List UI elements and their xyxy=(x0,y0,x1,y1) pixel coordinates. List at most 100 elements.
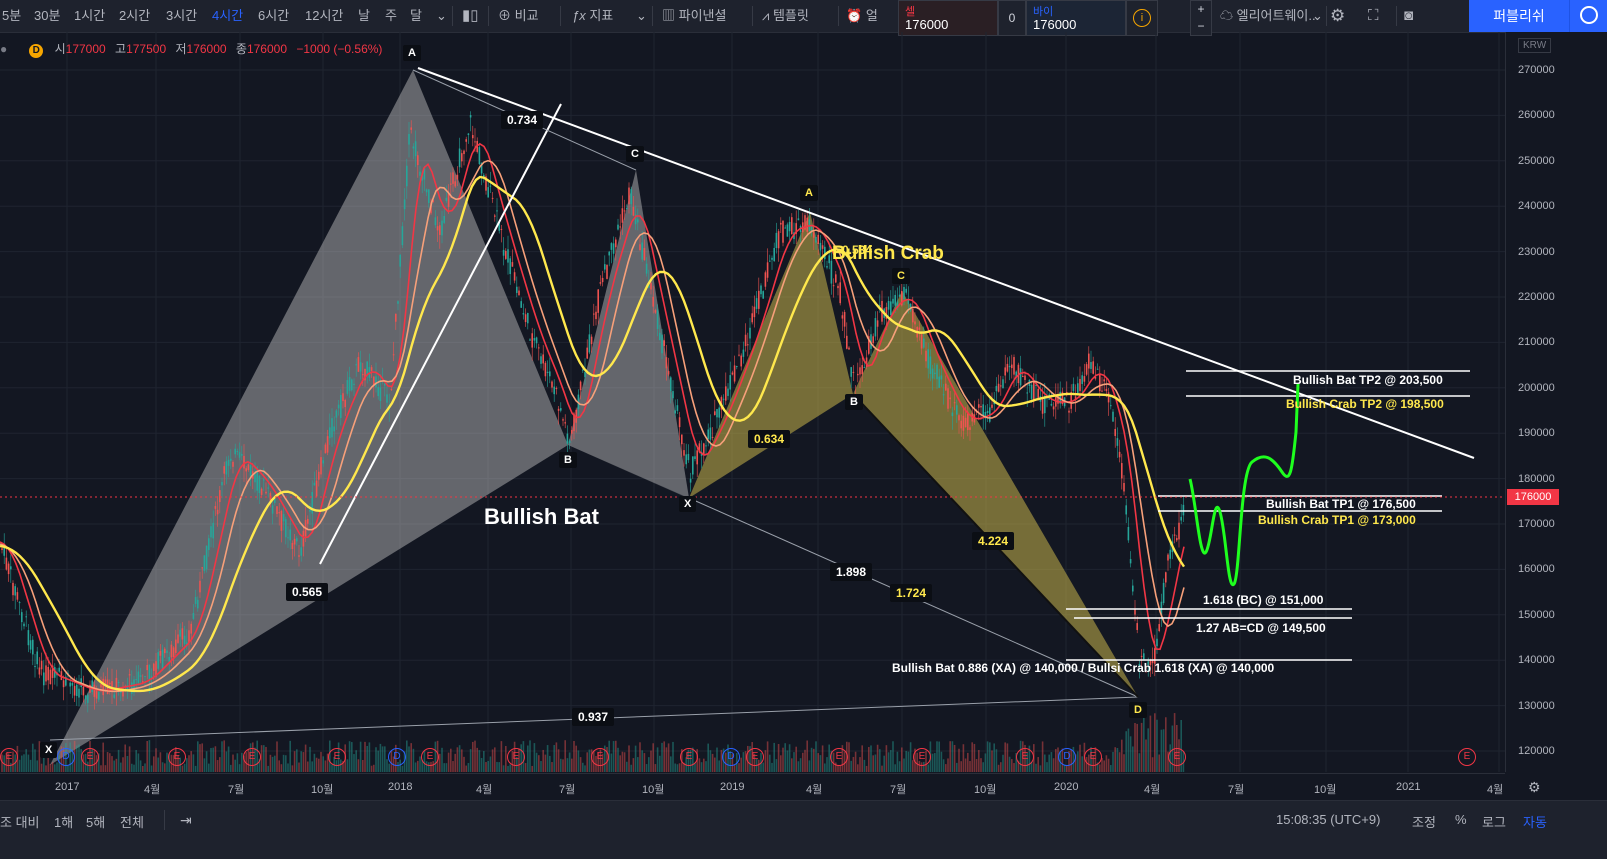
dividend-event-marker[interactable]: D xyxy=(1058,748,1076,766)
range-1y[interactable]: 1해 xyxy=(54,815,74,830)
buy-box[interactable]: 바이 176000 xyxy=(1026,0,1126,36)
publish-button[interactable]: 퍼블리쉬 xyxy=(1469,0,1569,32)
settings-gear-icon[interactable]: ⚙ xyxy=(1330,6,1346,25)
camera-icon[interactable]: ◙ xyxy=(1404,7,1414,24)
info-button[interactable]: i xyxy=(1126,0,1158,36)
range-5y[interactable]: 5해 xyxy=(86,815,106,830)
candle-body xyxy=(29,640,32,650)
earnings-event-marker[interactable]: E xyxy=(243,748,261,766)
earnings-event-marker[interactable]: E xyxy=(1458,748,1476,766)
bar-chart-icon: ▥ xyxy=(662,8,679,23)
bullish-crab-title: Bullish Crab xyxy=(832,243,944,264)
goto-date-icon[interactable]: ⇥ xyxy=(180,812,192,828)
volume-bar xyxy=(575,745,577,772)
candle-body xyxy=(1145,667,1147,669)
auto-button[interactable]: 자동 xyxy=(1523,815,1547,830)
time-axis[interactable] xyxy=(0,773,1505,798)
volume-bar xyxy=(577,750,580,772)
interval-3h[interactable]: 3시간 xyxy=(166,8,198,23)
replay-button[interactable] xyxy=(1569,0,1607,32)
earnings-event-marker[interactable]: E xyxy=(1084,748,1102,766)
ratio-0937: 0.937 xyxy=(572,708,615,726)
volume-bar xyxy=(483,751,485,772)
volume-bar xyxy=(113,760,115,772)
templates-button[interactable]: ⩘ 템플릿 xyxy=(762,8,809,23)
interval-30m[interactable]: 30분 xyxy=(34,8,61,23)
interval-dropdown-chevron-icon[interactable]: ⌄ xyxy=(436,8,447,23)
candle-body xyxy=(670,377,672,391)
layout-chevron-icon[interactable]: ⌄ xyxy=(1312,8,1323,23)
earnings-event-marker[interactable]: E xyxy=(507,748,525,766)
candle-body xyxy=(659,332,661,341)
dividend-event-marker[interactable]: D xyxy=(57,748,75,766)
currency-badge[interactable]: KRW xyxy=(1518,38,1552,53)
earnings-event-marker[interactable]: E xyxy=(0,748,18,766)
candle-body xyxy=(817,234,819,245)
candle-body xyxy=(549,371,551,377)
candle-style-icon[interactable]: ▮▯ xyxy=(462,7,479,24)
earnings-event-marker[interactable]: E xyxy=(830,748,848,766)
candle-body xyxy=(84,695,87,700)
volume-bar xyxy=(1085,757,1088,772)
price-tick-label: 260000 xyxy=(1518,109,1555,122)
dividend-event-marker[interactable]: D xyxy=(388,748,406,766)
dividend-event-marker[interactable]: D xyxy=(722,748,740,766)
candle-body xyxy=(557,408,560,411)
interval-4h[interactable]: 4시간 xyxy=(212,8,244,23)
candle-body xyxy=(839,282,841,304)
minus-icon[interactable]: − xyxy=(1197,19,1205,33)
candle-body xyxy=(1169,549,1171,559)
range-compare[interactable]: 조 대비 xyxy=(0,815,40,830)
volume-bar xyxy=(942,759,945,772)
fullscreen-icon[interactable]: ⛶ xyxy=(1368,7,1379,24)
earnings-event-marker[interactable]: E xyxy=(328,748,346,766)
indicators-button[interactable]: ƒx 지표 xyxy=(572,8,614,23)
interval-month[interactable]: 달 xyxy=(410,8,422,23)
volume-bar xyxy=(766,741,769,772)
earnings-event-marker[interactable]: E xyxy=(421,748,439,766)
earnings-event-marker[interactable]: E xyxy=(81,748,99,766)
plus-icon[interactable]: + xyxy=(1197,2,1205,16)
earnings-event-marker[interactable]: E xyxy=(746,748,764,766)
volume-bar xyxy=(214,746,217,772)
layout-name-button[interactable]: ☁ 엘리어트웨이... xyxy=(1220,8,1320,23)
interval-2h[interactable]: 2시간 xyxy=(119,8,151,23)
indicators-chevron-icon[interactable]: ⌄ xyxy=(636,8,647,23)
earnings-event-marker[interactable]: E xyxy=(1016,748,1034,766)
interval-week[interactable]: 주 xyxy=(385,8,397,23)
candle-body xyxy=(511,262,514,267)
volume-bar xyxy=(489,756,492,772)
compare-button[interactable]: ⊕ 비교 xyxy=(498,8,539,23)
candle-body xyxy=(777,231,780,249)
volume-bar xyxy=(973,743,976,772)
financials-button[interactable]: ▥ 파이낸셜 xyxy=(662,8,727,23)
interval-12h[interactable]: 12시간 xyxy=(305,8,344,23)
alert-button[interactable]: ⏰ 얼 xyxy=(846,8,878,23)
volume-bar xyxy=(1017,760,1020,772)
interval-6h[interactable]: 6시간 xyxy=(258,8,290,23)
earnings-event-marker[interactable]: E xyxy=(591,748,609,766)
earnings-event-marker[interactable]: E xyxy=(680,748,698,766)
candle-body xyxy=(909,303,912,311)
volume-bar xyxy=(1140,722,1143,772)
adjust-button[interactable]: 조정 xyxy=(1412,815,1436,830)
interval-5m[interactable]: 5분 xyxy=(2,8,22,23)
candle-body xyxy=(256,467,258,491)
axis-settings-gear-icon[interactable]: ⚙ xyxy=(1528,779,1541,795)
sell-box[interactable]: 셀 176000 xyxy=(898,0,998,36)
collapse-dot-icon[interactable]: ● xyxy=(0,42,8,56)
earnings-event-marker[interactable]: E xyxy=(913,748,931,766)
price-chart-canvas[interactable] xyxy=(0,32,1505,772)
interval-day[interactable]: 날 xyxy=(358,8,370,23)
earnings-event-marker[interactable]: E xyxy=(168,748,186,766)
clock[interactable]: 15:08:35 (UTC+9) xyxy=(1276,812,1381,827)
earnings-event-marker[interactable]: E xyxy=(1168,748,1186,766)
candle-body xyxy=(1154,648,1156,664)
percent-button[interactable]: % xyxy=(1455,812,1467,827)
candle-body xyxy=(221,481,223,486)
log-button[interactable]: 로그 xyxy=(1482,815,1506,830)
price-axis[interactable] xyxy=(1505,32,1607,772)
range-all[interactable]: 전체 xyxy=(120,815,144,830)
qty-stepper[interactable]: + − xyxy=(1190,0,1212,36)
interval-1h[interactable]: 1시간 xyxy=(74,8,106,23)
